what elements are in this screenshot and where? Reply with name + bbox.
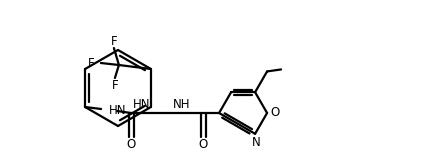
Text: HN: HN	[133, 99, 151, 112]
Text: NH: NH	[173, 99, 191, 112]
Text: O: O	[126, 137, 136, 151]
Text: O: O	[270, 107, 280, 120]
Text: F: F	[88, 56, 94, 69]
Text: N: N	[252, 136, 261, 149]
Text: F: F	[112, 79, 118, 92]
Text: O: O	[198, 137, 208, 151]
Text: HN: HN	[109, 104, 126, 117]
Text: F: F	[110, 35, 117, 48]
